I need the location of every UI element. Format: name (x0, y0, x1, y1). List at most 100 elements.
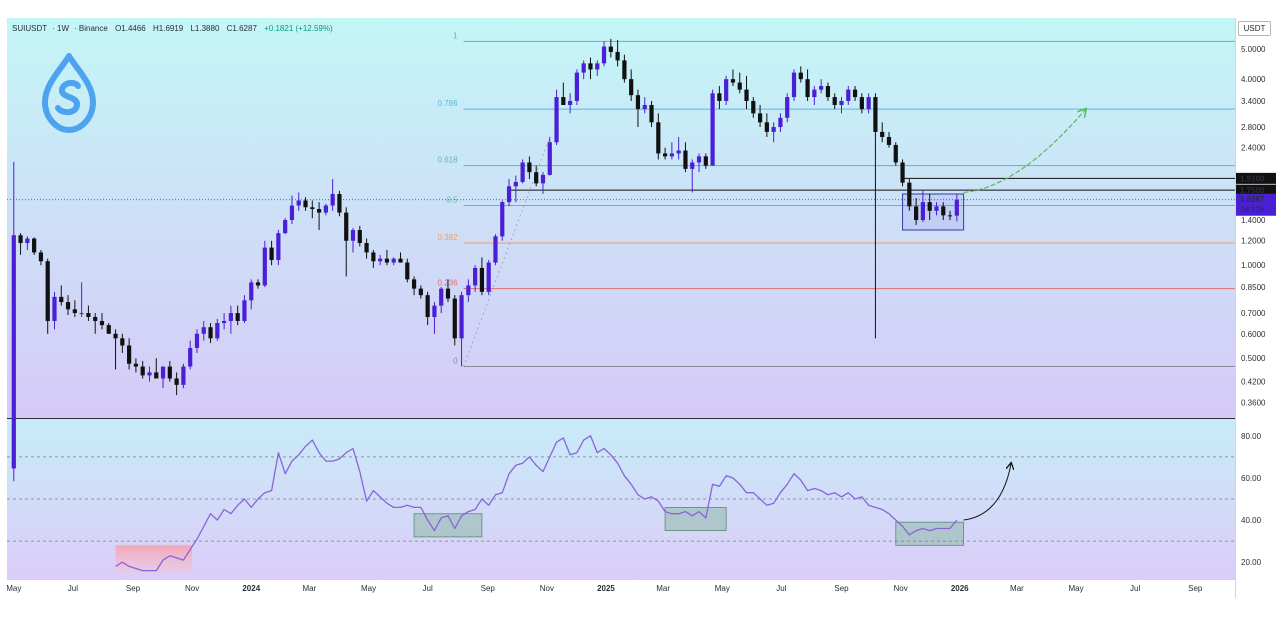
candle-76 (527, 156, 532, 180)
candle-body (690, 162, 695, 169)
candle-body (79, 313, 84, 315)
candle-31 (222, 313, 227, 330)
candle-body (188, 347, 193, 367)
candle-body (832, 97, 837, 105)
time-axis[interactable]: May Jul Sep Nov 2024 Mar May Jul Sep Nov 2025 Mar Ma… (7, 584, 1203, 593)
currency-label[interactable]: USDT (1238, 21, 1271, 36)
candle-81 (561, 82, 566, 105)
symbol-name[interactable]: SUIUSDT (12, 24, 48, 33)
interval[interactable]: 1W (57, 24, 70, 33)
candle-125 (859, 93, 864, 114)
candle-body (323, 205, 328, 213)
candle-120 (825, 82, 831, 101)
candle-body (595, 63, 600, 70)
rsi-tick-label: 40.00 (1241, 516, 1262, 525)
price-tick-label: 0.8500 (1241, 283, 1266, 292)
candle-body (296, 200, 301, 206)
candle-10 (79, 282, 84, 317)
rsi-zone-box-1 (413, 513, 483, 538)
candle-21 (154, 358, 159, 379)
fib-level-label: 0.618 (438, 156, 459, 165)
candle-1 (18, 233, 23, 255)
candle-body (513, 181, 518, 187)
candle-33 (235, 305, 240, 326)
candle-body (486, 262, 491, 292)
candle-body (805, 79, 810, 98)
candle-40 (283, 218, 288, 235)
price-tick-label: 2.4000 (1241, 144, 1266, 153)
candle-body (873, 97, 878, 132)
candle-72 (500, 200, 505, 241)
candle-50 (350, 227, 356, 253)
price-tag-text: 1.9100 (1240, 174, 1265, 183)
candle-123 (846, 86, 851, 105)
candle-body (785, 97, 790, 118)
fib-level-label: 0.5 (446, 196, 458, 205)
time-tick-label: May (1068, 584, 1083, 593)
candle-58 (405, 258, 410, 283)
candle-17 (127, 338, 132, 370)
candle-25 (181, 363, 186, 389)
candle-body (432, 305, 437, 317)
candle-body (32, 238, 37, 253)
candle-body (547, 142, 552, 175)
candle-115 (791, 69, 797, 101)
candle-body (439, 288, 444, 306)
candle-body (235, 313, 240, 321)
candle-80 (554, 89, 559, 145)
candle-104 (717, 86, 722, 110)
candle-70 (486, 259, 491, 296)
candle-109 (751, 97, 756, 118)
price-tick-label: 4.0000 (1241, 75, 1266, 84)
candle-107 (737, 72, 742, 94)
symbol-header[interactable]: SUIUSDT · 1W · Binance O1.4466 H1.6919 L1.… (12, 24, 333, 33)
candle-body (886, 136, 892, 145)
horizontal-levels[interactable] (7, 177, 1235, 201)
time-tick-label: Nov (185, 584, 199, 593)
candle-body (113, 333, 118, 339)
price-tick-label: 3.4000 (1241, 97, 1266, 106)
candle-66 (459, 291, 464, 367)
range-box[interactable] (902, 193, 965, 231)
candle-100 (690, 159, 695, 193)
candle-body (791, 72, 797, 98)
candle-49 (344, 207, 349, 277)
candle-body (934, 206, 939, 211)
projection-arrows[interactable] (963, 109, 1086, 521)
candle-47 (330, 179, 335, 211)
candle-body (649, 104, 654, 123)
candle-body (907, 182, 912, 207)
candle-body (479, 267, 485, 292)
candle-92 (635, 89, 641, 128)
time-tick-label: Nov (540, 584, 554, 593)
candle-38 (269, 240, 274, 266)
price-axis[interactable]: 5.0000 4.0000 3.4000 2.8000 2.4000 1.4000 1.20… (1241, 45, 1266, 567)
candle-body (384, 258, 390, 263)
candle-body (717, 93, 722, 101)
candle-body (147, 372, 152, 376)
candle-body (954, 199, 959, 216)
candle-129 (886, 131, 892, 148)
time-tick-label: Mar (1010, 584, 1024, 593)
candle-body (45, 261, 50, 321)
candle-5 (45, 258, 50, 334)
price-projection-arrow (963, 109, 1086, 194)
candle-18 (133, 358, 139, 373)
candle-30 (215, 318, 220, 341)
candle-82 (568, 93, 573, 114)
candle-body (276, 233, 281, 260)
candle-body (269, 247, 274, 260)
candle-body (330, 193, 335, 206)
candle-body (683, 150, 688, 169)
candle-body (893, 144, 898, 163)
ohlc-open: O1.4466 (115, 24, 146, 33)
time-tick-label: Jul (68, 584, 78, 593)
candle-132 (907, 179, 912, 211)
candle-136 (934, 202, 939, 216)
candle-90 (622, 54, 627, 83)
candle-20 (147, 366, 152, 382)
candle-35 (249, 279, 254, 310)
